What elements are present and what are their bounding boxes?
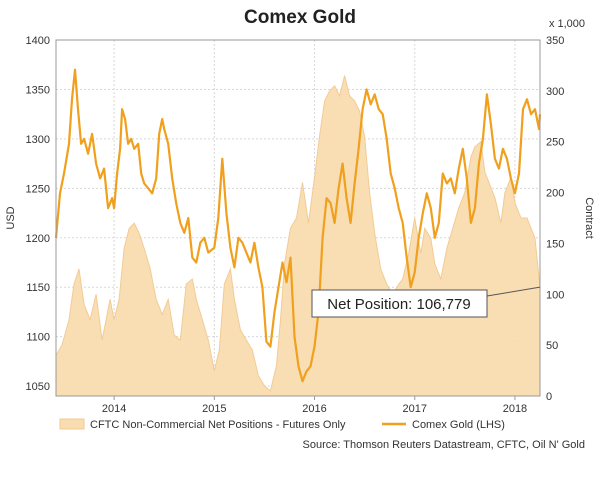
right-tick-label: 200: [546, 188, 564, 200]
left-tick-label: 1400: [26, 35, 50, 47]
right-tick-label: 100: [546, 289, 564, 301]
x-tick-label: 2015: [202, 403, 226, 415]
left-tick-label: 1350: [26, 84, 50, 96]
x-tick-label: 2016: [302, 403, 326, 415]
series-area-net-positions: [55, 75, 541, 397]
right-axis-unit-note: x 1,000: [549, 18, 585, 30]
right-axis-label: Contract: [583, 197, 595, 239]
legend-label-net-positions: CFTC Non-Commercial Net Positions - Futu…: [90, 419, 346, 431]
callout-leader-line: [486, 286, 541, 297]
right-tick-label: 250: [546, 137, 564, 149]
left-axis-label: USD: [5, 206, 17, 229]
legend-swatch-net-positions: [59, 418, 85, 430]
x-tick-label: 2014: [102, 403, 126, 415]
right-tick-label: 50: [546, 340, 558, 352]
right-tick-label: 350: [546, 35, 564, 47]
x-tick-label: 2017: [402, 403, 426, 415]
left-tick-label: 1200: [26, 233, 50, 245]
right-tick-label: 300: [546, 86, 564, 98]
right-tick-label: 0: [546, 391, 552, 403]
left-tick-label: 1300: [26, 134, 50, 146]
series-line-comex-gold: [54, 68, 542, 383]
right-axis-ticks: 0 50 100 150 200 250 300 350: [546, 35, 564, 403]
callout-layer: Net Position: 106,779: [311, 286, 541, 318]
callout-text: Net Position: 106,779: [327, 296, 470, 313]
left-tick-label: 1150: [26, 282, 50, 294]
chart-title: Comex Gold: [244, 7, 356, 28]
left-tick-label: 1050: [26, 381, 50, 393]
line-layer: [54, 68, 542, 383]
right-tick-label: 150: [546, 238, 564, 250]
plot-frame: [55, 39, 541, 397]
x-axis-ticks: 2014 2015 2016 2017 2018: [102, 396, 527, 415]
left-tick-label: 1100: [26, 332, 50, 344]
legend-label-comex-gold: Comex Gold (LHS): [412, 419, 505, 431]
source-note: Source: Thomson Reuters Datastream, CFTC…: [303, 439, 586, 451]
callout-box: [311, 289, 488, 318]
left-tick-label: 1250: [26, 183, 50, 195]
x-tick-label: 2018: [503, 403, 527, 415]
left-axis-ticks: 1050 1100 1150 1200 1250 1300 1350 1400: [26, 35, 50, 393]
area-layer: [55, 75, 541, 397]
legend: CFTC Non-Commercial Net Positions - Futu…: [59, 418, 505, 431]
